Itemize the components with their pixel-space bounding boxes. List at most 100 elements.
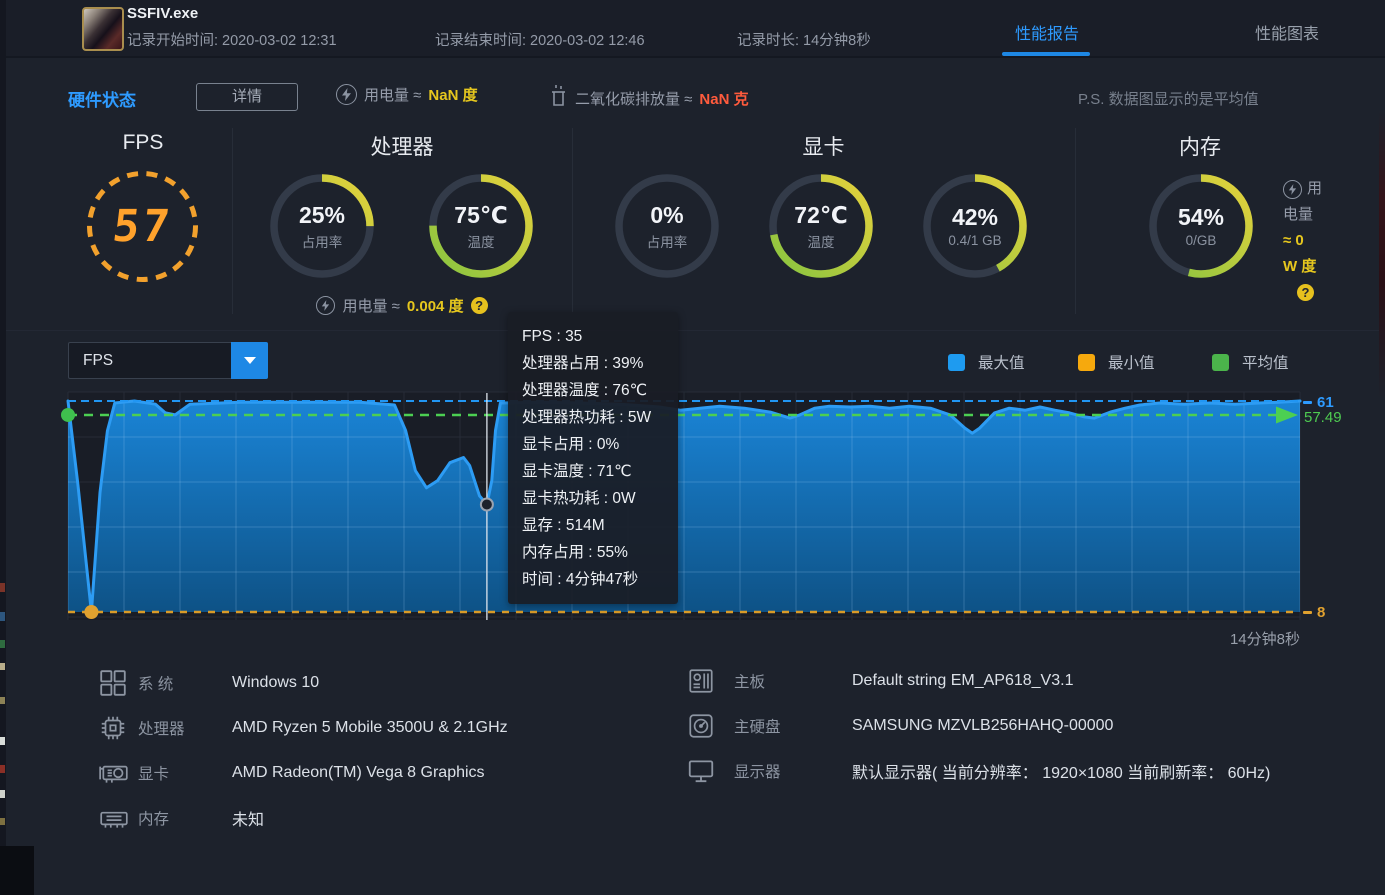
motherboard-label: 主板 — [734, 673, 766, 691]
monitor-icon — [686, 756, 734, 786]
cpu-row: 处理器 AMD Ryzen 5 Mobile 3500U & 2.1GHz — [98, 705, 668, 750]
monitor-row: 显示器 默认显示器( 当前分辨率： 1920×1080 当前刷新率： 60Hz) — [686, 748, 1376, 793]
y-axis-avg-label: 57.49 — [1304, 409, 1342, 426]
chimney-icon — [549, 84, 568, 112]
gpu-label: 显卡 — [138, 765, 170, 783]
legend-max-swatch — [948, 353, 965, 371]
tooltip-line: 处理器热功耗 : 5W — [522, 409, 652, 426]
title-bar — [0, 0, 1385, 58]
cpu-icon — [98, 713, 138, 743]
power-bolt-icon — [336, 84, 357, 105]
y-axis-max-label: 61 — [1303, 394, 1334, 411]
power-usage-label: 用电量 ≈ — [364, 87, 422, 104]
cpu-usage-label: 占用率 — [301, 234, 343, 250]
ram-row: 内存 未知 — [98, 795, 668, 840]
dropdown-button[interactable] — [231, 342, 268, 379]
ram-power-note: 用 电量 ≈ 0 W 度 ? — [1283, 176, 1347, 301]
x-axis-end-label: 14分钟8秒 — [1229, 631, 1300, 648]
app-icon — [82, 7, 124, 51]
system-info-left: 系 统 Windows 10 处理器 AMD Ryzen 5 Mobile 35… — [98, 660, 668, 840]
gpu-value: AMD Radeon(TM) Vega 8 Graphics — [232, 763, 485, 781]
desktop-corner — [0, 846, 34, 895]
tab-performance-report[interactable]: 性能报告 — [1015, 26, 1080, 43]
cpu-temp-label: 温度 — [467, 234, 495, 250]
fps-section-title: FPS — [122, 131, 164, 154]
system-label: 系 统 — [138, 675, 174, 693]
ram-power-value-2: W 度 — [1283, 258, 1317, 275]
cpu-power-label: 用电量 ≈ — [342, 298, 400, 315]
cpu-temp-value: 75℃ — [454, 201, 508, 228]
avg-start-dot — [61, 407, 75, 422]
desktop-edge-strip — [1379, 110, 1385, 400]
legend-min[interactable]: 最小值 — [1078, 351, 1155, 373]
gpu-row: 显卡 AMD Radeon(TM) Vega 8 Graphics — [98, 750, 668, 795]
tooltip-line: 处理器温度 : 76℃ — [522, 382, 648, 399]
ram-usage-gauge: 54% 0/GB — [1143, 168, 1259, 284]
gpu-temp-label: 温度 — [807, 234, 835, 250]
active-tab-underline — [1002, 52, 1090, 56]
power-bolt-icon — [316, 296, 336, 315]
metric-dropdown-value[interactable]: FPS — [68, 342, 231, 379]
co2-row: 二氧化碳排放量 ≈ NaN 克 — [549, 84, 749, 112]
y-axis-min-label: 8 — [1303, 604, 1325, 621]
help-icon[interactable]: ? — [470, 297, 488, 314]
ram-label: 内存 — [138, 810, 170, 828]
tooltip-line: 显存 : 514M — [522, 517, 605, 534]
min-point-dot — [84, 605, 99, 619]
tab-performance-chart[interactable]: 性能图表 — [1255, 26, 1320, 43]
cpu-usage-gauge: 25% 占用率 — [264, 168, 380, 284]
motherboard-value: Default string EM_AP618_V3.1 — [852, 671, 1074, 689]
record-end-time: 记录结束时间: 2020-03-02 12:46 — [435, 33, 645, 49]
chevron-down-icon — [243, 357, 256, 364]
ram-usage-value: 54% — [1177, 204, 1225, 230]
disk-label: 主硬盘 — [734, 718, 781, 736]
co2-value: NaN 克 — [699, 90, 749, 108]
help-icon[interactable]: ? — [1297, 284, 1314, 301]
tick-dash — [1303, 401, 1312, 404]
ram-value: 未知 — [232, 811, 265, 829]
gpu-vram-label: 0.4/1 GB — [948, 233, 1002, 248]
gpu-vram-value: 42% — [951, 204, 999, 230]
section-separator — [1075, 128, 1076, 314]
gpu-usage-label: 占用率 — [646, 234, 688, 250]
avg-arrow-icon — [1276, 406, 1298, 424]
gpu-usage-value: 0% — [650, 201, 684, 228]
tooltip-line: 显卡温度 : 71℃ — [522, 463, 632, 480]
cpu-usage-value: 25% — [298, 201, 346, 228]
cpu-section-title: 处理器 — [370, 136, 434, 159]
tooltip-line: FPS : 35 — [522, 328, 583, 345]
gpu-usage-gauge: 0% 占用率 — [609, 168, 725, 284]
cpu-power-row: 用电量 ≈ 0.004 度 ? — [232, 295, 572, 316]
cpu-power-value: 0.004 度 — [406, 298, 464, 315]
ram-power-value-1: ≈ 0 — [1283, 232, 1304, 249]
cpu-value: AMD Ryzen 5 Mobile 3500U & 2.1GHz — [232, 718, 508, 736]
tick-dash — [1303, 611, 1312, 614]
power-usage-value: NaN 度 — [428, 87, 478, 104]
co2-label: 二氧化碳排放量 ≈ — [575, 90, 693, 108]
motherboard-row: 主板 Default string EM_AP618_V3.1 — [686, 658, 1376, 703]
cpu-label: 处理器 — [138, 720, 185, 738]
legend-max[interactable]: 最大值 — [948, 351, 1025, 373]
legend-min-swatch — [1078, 353, 1095, 371]
metric-dropdown[interactable]: FPS — [68, 342, 268, 379]
legend-avg-swatch — [1212, 353, 1229, 371]
power-usage-row: 用电量 ≈ NaN 度 — [336, 84, 478, 105]
cpu-temp-gauge: 75℃ 温度 — [423, 168, 539, 284]
fps-area-chart[interactable] — [60, 388, 1320, 650]
cursor-point-marker — [479, 497, 494, 512]
legend-min-label: 最小值 — [1108, 355, 1155, 372]
ram-usage-label: 0/GB — [1185, 233, 1217, 248]
legend-avg[interactable]: 平均值 — [1212, 351, 1289, 373]
system-info-right: 主板 Default string EM_AP618_V3.1 主硬盘 SAMS… — [686, 658, 1376, 793]
chart-tooltip: FPS : 35 处理器占用 : 39% 处理器温度 : 76℃ 处理器热功耗 : 5… — [508, 312, 678, 604]
tooltip-line: 处理器占用 : 39% — [522, 355, 644, 372]
section-separator — [572, 128, 573, 314]
power-bolt-icon — [1283, 179, 1302, 199]
system-row: 系 统 Windows 10 — [98, 660, 668, 705]
ram-icon — [98, 803, 138, 833]
gpu-icon — [98, 758, 138, 788]
motherboard-icon — [686, 666, 734, 696]
ram-power-label-1: 用 — [1307, 180, 1323, 197]
detail-button[interactable]: 详情 — [196, 83, 298, 111]
gpu-temp-gauge: 72℃ 温度 — [763, 168, 879, 284]
